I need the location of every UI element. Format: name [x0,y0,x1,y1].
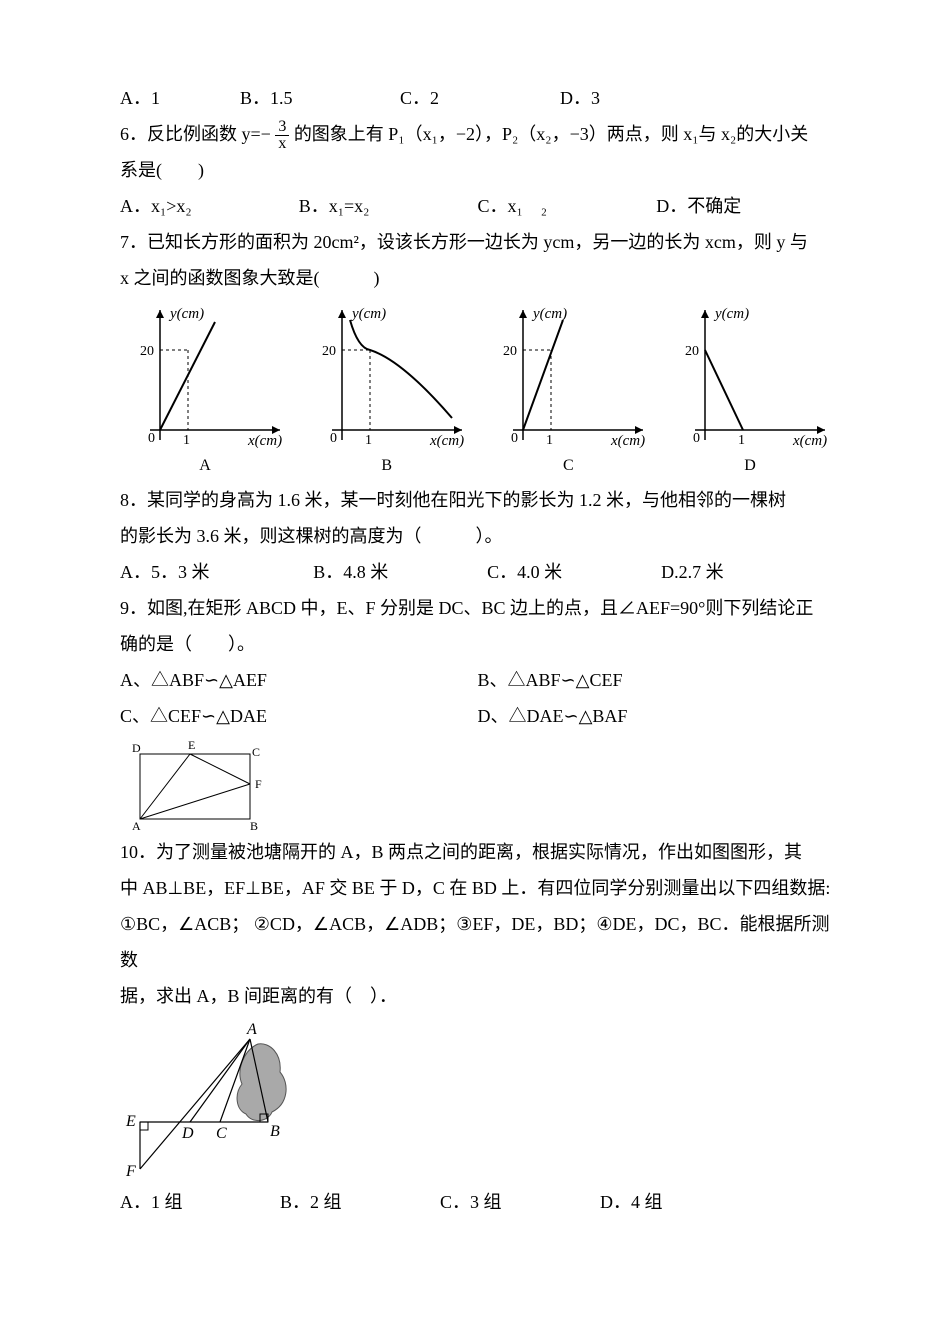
svg-text:0: 0 [511,431,518,446]
q6-frac-num: 3 [275,119,289,136]
svg-text:20: 20 [503,344,517,359]
q8-opt-b: B．4.8 米 [313,554,487,590]
exam-page: A．1 B．1.5 C．2 D．3 6．反比例函数 y=− 3 x 的图象上有 … [0,0,945,1337]
q10-figure: A B C D E F [120,1014,835,1184]
q6-options: A．x₁>x₂ B．x₁=x₂ C．x₁ ₂ D．不确定 [120,188,835,224]
svg-text:F: F [255,777,262,791]
q10-opt-a: A．1 组 [120,1184,280,1220]
svg-text:20: 20 [322,344,336,359]
q6-post: 的图象上有 P₁（x₁，−2），P₂（x₂，−3）两点，则 x₁与 x₂的大小关 [294,124,808,144]
q9-opt-a: A、△ABF∽△AEF [120,662,478,698]
q10-line1: 10．为了测量被池塘隔开的 A，B 两点之间的距离，根据实际情况，作出如图图形，… [120,834,835,870]
svg-text:1: 1 [546,433,553,448]
q9-opts-row1: A、△ABF∽△AEF B、△ABF∽△CEF [120,662,835,698]
ytick: 20 [140,344,154,359]
q8-options: A．5．3 米 B．4.8 米 C．4.0 米 D.2.7 米 [120,554,835,590]
q5-options: A．1 B．1.5 C．2 D．3 [120,80,835,116]
xtick: 1 [183,433,190,448]
q7-panel-c: y(cm) x(cm) 0 20 1 C [483,300,653,482]
q5-opt-b: B．1.5 [240,80,400,116]
q9-line2: 确的是（ ）。 [120,626,835,662]
svg-text:0: 0 [693,431,700,446]
q7-label-d: D [665,450,835,482]
svg-text:E: E [125,1113,136,1130]
xlabel: x(cm) [247,433,282,449]
q10-line3: ①BC，∠ACB； ②CD，∠ACB，∠ADB；③EF，DE，BD；④DE，DC… [120,906,835,978]
q6-opt-b: B．x₁=x₂ [299,188,478,224]
svg-text:x(cm): x(cm) [429,433,464,449]
q5-opt-a: A．1 [120,80,240,116]
q7-label-c: C [483,450,653,482]
q7-figures: y(cm) x(cm) 0 20 1 A y(cm) x(cm) 0 20 [120,300,835,482]
svg-text:x(cm): x(cm) [610,433,645,449]
q6-pre: 6．反比例函数 y=− [120,124,271,144]
ylabel: y(cm) [168,306,204,322]
svg-text:y(cm): y(cm) [713,306,749,322]
svg-text:0: 0 [330,431,337,446]
svg-text:y(cm): y(cm) [350,306,386,322]
q9-rectangle-diagram: D E C F A B [120,734,270,834]
q10-line2: 中 AB⊥BE，EF⊥BE，AF 交 BE 于 D，C 在 BD 上．有四位同学… [120,870,835,906]
svg-text:20: 20 [685,344,699,359]
svg-text:C: C [216,1125,227,1142]
svg-text:A: A [246,1021,257,1038]
q7-panel-a: y(cm) x(cm) 0 20 1 A [120,300,290,482]
q9-opt-c: C、△CEF∽△DAE [120,698,478,734]
q7-label-a: A [120,450,290,482]
origin: 0 [148,431,155,446]
svg-text:y(cm): y(cm) [531,306,567,322]
q5-opt-d: D．3 [560,80,680,116]
q7-chart-d: y(cm) x(cm) 0 20 1 [665,300,835,450]
q7-line2: x 之间的函数图象大致是( ) [120,260,835,296]
svg-text:D: D [132,741,141,755]
svg-text:A: A [132,819,141,833]
q6-line2: 系是( ) [120,152,835,188]
q9-line1: 9．如图,在矩形 ABCD 中，E、F 分别是 DC、BC 边上的点，且∠AEF… [120,590,835,626]
svg-text:D: D [181,1125,194,1142]
q10-pond-diagram: A B C D E F [120,1014,310,1184]
svg-text:1: 1 [365,433,372,448]
q6-opt-d: D．不确定 [656,188,835,224]
q7-line1: 7．已知长方形的面积为 20cm²，设该长方形一边长为 ycm，另一边的长为 x… [120,224,835,260]
q8-opt-c: C．4.0 米 [487,554,661,590]
q10-options: A．1 组 B．2 组 C．3 组 D．4 组 [120,1184,835,1220]
q10-opt-c: C．3 组 [440,1184,600,1220]
q6-line1: 6．反比例函数 y=− 3 x 的图象上有 P₁（x₁，−2），P₂（x₂，−3… [120,116,835,152]
q6-opt-a: A．x₁>x₂ [120,188,299,224]
q6-fraction: 3 x [275,119,289,152]
q10-line4: 据，求出 A，B 间距离的有（ ）． [120,978,835,1014]
q9-opt-d: D、△DAE∽△BAF [478,698,836,734]
q7-panel-b: y(cm) x(cm) 0 20 1 B [302,300,472,482]
svg-text:x(cm): x(cm) [792,433,827,449]
q10-opt-d: D．4 组 [600,1184,760,1220]
q7-panel-d: y(cm) x(cm) 0 20 1 D [665,300,835,482]
svg-text:B: B [250,819,258,833]
q6-opt-c: C．x₁ ₂ [478,188,657,224]
q9-figure: D E C F A B [120,734,835,834]
q7-chart-a: y(cm) x(cm) 0 20 1 [120,300,290,450]
q9-opt-b: B、△ABF∽△CEF [478,662,836,698]
svg-text:B: B [270,1123,280,1140]
q8-opt-d: D.2.7 米 [661,554,835,590]
q7-chart-b: y(cm) x(cm) 0 20 1 [302,300,472,450]
q5-opt-c: C．2 [400,80,560,116]
svg-text:F: F [125,1163,136,1180]
q6-frac-den: x [275,136,289,152]
q10-opt-b: B．2 组 [280,1184,440,1220]
q8-opt-a: A．5．3 米 [120,554,313,590]
q8-line1: 8．某同学的身高为 1.6 米，某一时刻他在阳光下的影长为 1.2 米，与他相邻… [120,482,835,518]
q8-line2: 的影长为 3.6 米，则这棵树的高度为（ ）。 [120,518,835,554]
svg-text:E: E [188,738,195,752]
q7-chart-c: y(cm) x(cm) 0 20 1 [483,300,653,450]
q7-label-b: B [302,450,472,482]
svg-text:C: C [252,745,260,759]
q9-opts-row2: C、△CEF∽△DAE D、△DAE∽△BAF [120,698,835,734]
svg-text:1: 1 [738,433,745,448]
